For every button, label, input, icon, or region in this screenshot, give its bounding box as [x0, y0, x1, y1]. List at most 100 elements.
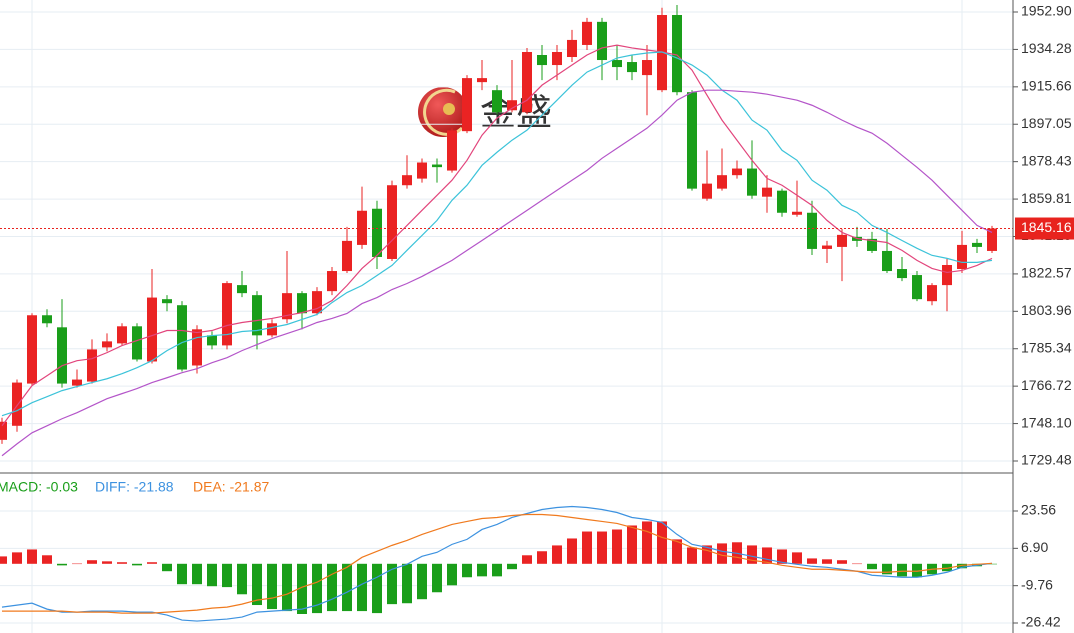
macd-bar — [387, 563, 397, 605]
candle-body — [777, 190, 787, 213]
y-tick-label: 1915.66 — [1021, 78, 1072, 94]
line — [1, 505, 993, 622]
candle-body — [27, 315, 37, 384]
macd-bar — [672, 539, 682, 564]
candle-body — [417, 162, 427, 179]
macd-bar — [612, 529, 622, 564]
macd-bar — [267, 563, 277, 610]
candle-body — [402, 175, 412, 186]
candle-body — [972, 242, 982, 247]
candle-body — [162, 299, 172, 304]
macd-bar — [12, 552, 22, 564]
y-tick-label: 6.90 — [1021, 539, 1048, 555]
macd-bar — [897, 563, 907, 577]
macd-bar — [792, 552, 802, 564]
candle-body — [192, 329, 202, 366]
macd-bar — [822, 559, 832, 564]
candle-body — [627, 62, 637, 73]
macd-bar — [162, 563, 172, 572]
legend-entry: MACD: -0.03 — [0, 479, 78, 495]
candle-body — [957, 244, 967, 270]
candle-body — [897, 269, 907, 279]
candle-body — [387, 185, 397, 259]
macd-bar — [447, 563, 457, 586]
macd-bar — [657, 521, 667, 564]
y-tick-label: -9.76 — [1021, 576, 1053, 592]
macd-bar — [42, 555, 52, 564]
plot-layer: 1952.90 1934.28 1915.66 1897.05 1878.43 1859.… — [0, 3, 1074, 630]
candle-body — [327, 271, 337, 292]
macd-bar — [852, 563, 862, 565]
candle-body — [282, 293, 292, 320]
macd-bar — [702, 545, 712, 564]
macd-bar — [717, 543, 727, 564]
y-tick-label: 23.56 — [1021, 502, 1056, 518]
candle-body — [267, 323, 277, 336]
watermark: 金盛 — [418, 87, 552, 137]
macd-bar — [327, 563, 337, 612]
candle-body — [672, 15, 682, 93]
macd-bar — [342, 563, 352, 612]
macd-bar — [957, 563, 967, 569]
macd-bar — [642, 521, 652, 564]
line — [1, 51, 993, 417]
candle-body — [132, 326, 142, 360]
macd-bar — [807, 558, 817, 564]
macd-bar — [942, 563, 952, 572]
candle-body — [477, 78, 487, 83]
macd-bar — [762, 547, 772, 564]
macd-bar — [57, 563, 67, 566]
candle-body — [702, 183, 712, 199]
candle-body — [642, 60, 652, 76]
y-tick-label: 1859.81 — [1021, 190, 1072, 206]
candle-body — [492, 90, 502, 113]
macd-bar — [402, 563, 412, 604]
macd-bar — [492, 563, 502, 577]
y-tick-label: 1729.48 — [1021, 452, 1072, 468]
watermark-text: 金盛 — [480, 92, 552, 133]
macd-bar — [552, 545, 562, 564]
candle-body — [792, 211, 802, 215]
candle-body — [537, 55, 547, 66]
macd-bar — [747, 545, 757, 564]
candle-body — [432, 164, 442, 168]
y-tick-label: 1822.57 — [1021, 265, 1072, 281]
candle-body — [372, 208, 382, 257]
macd-bar — [207, 563, 217, 587]
last-price-label: 1845.16 — [1021, 219, 1072, 235]
macd-bar — [522, 555, 532, 564]
candle-body — [297, 293, 307, 314]
y-tick-label: 1878.43 — [1021, 152, 1072, 168]
macd-bar — [72, 563, 82, 565]
y-tick-label: 1952.90 — [1021, 3, 1072, 19]
candle-body — [222, 283, 232, 346]
legend-entry: DEA: -21.87 — [193, 479, 269, 495]
macd-bar — [627, 525, 637, 564]
candle-body — [522, 51, 532, 113]
legend-entry: DIFF: -21.88 — [95, 479, 174, 495]
candle-body — [102, 341, 112, 348]
candle-body — [612, 60, 622, 68]
y-tick-label: 1785.34 — [1021, 339, 1072, 355]
line — [1, 89, 993, 457]
macd-bar — [417, 563, 427, 600]
macd-bar — [0, 556, 7, 564]
candle-body — [597, 21, 607, 61]
candle-body — [882, 250, 892, 272]
macd-bar — [87, 560, 97, 564]
y-tick-label: 1748.10 — [1021, 414, 1072, 430]
macd-bar — [132, 563, 142, 566]
y-tick-label: 1803.96 — [1021, 302, 1072, 318]
candle-body — [582, 21, 592, 45]
macd-bar — [987, 563, 997, 565]
macd-bar — [882, 563, 892, 575]
candle-body — [747, 168, 757, 196]
candle-body — [462, 78, 472, 132]
candle-body — [0, 421, 7, 440]
candle-body — [12, 382, 22, 426]
macd-bar — [252, 563, 262, 606]
candle-body — [237, 285, 247, 294]
macd-bar — [432, 563, 442, 593]
macd-bar — [537, 551, 547, 564]
